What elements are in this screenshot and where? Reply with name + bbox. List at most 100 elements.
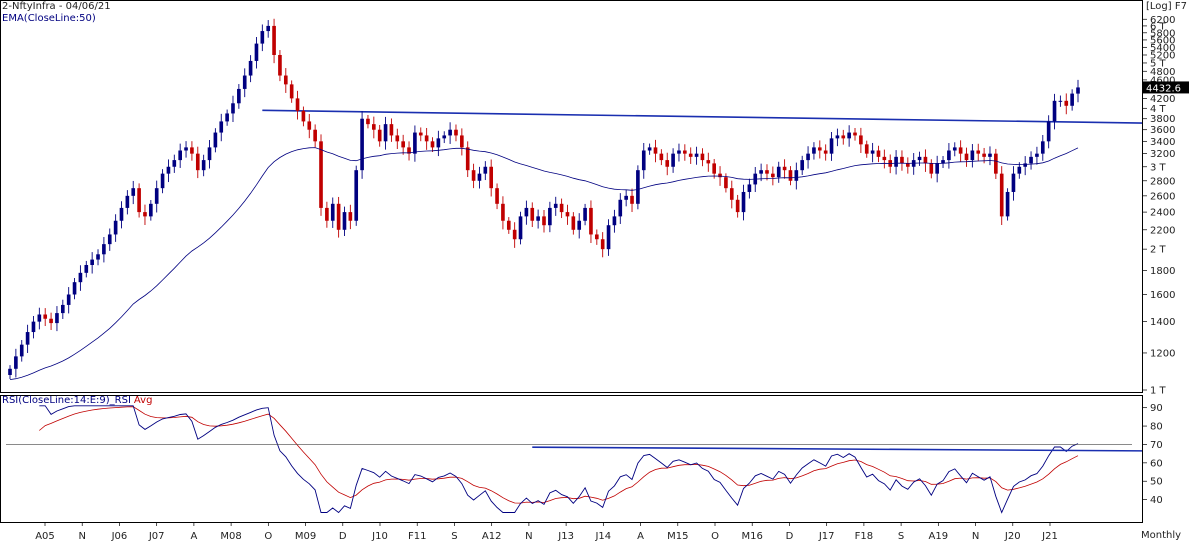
candle-body <box>630 195 634 204</box>
candle-body <box>530 207 535 221</box>
candle <box>553 196 558 216</box>
candle <box>495 183 499 210</box>
candle <box>8 365 12 380</box>
candle <box>741 184 746 221</box>
candle <box>800 155 805 175</box>
candle <box>594 229 599 245</box>
candle <box>882 149 887 169</box>
candle-body <box>788 170 793 181</box>
candle <box>184 141 188 158</box>
candle <box>994 148 998 180</box>
candle-body <box>518 216 523 240</box>
candle <box>1005 188 1010 221</box>
candle-body <box>96 254 100 260</box>
candle <box>788 166 793 186</box>
price-tick-label: 3400 <box>1150 137 1175 148</box>
candle <box>952 142 957 157</box>
candle <box>225 109 229 126</box>
candle-body <box>242 75 247 89</box>
candle-body <box>465 147 470 171</box>
candle <box>96 249 100 266</box>
candle-body <box>436 138 441 148</box>
candle-body <box>137 188 141 213</box>
candle-body <box>25 332 30 345</box>
candle-body <box>923 156 928 164</box>
candle-body <box>78 272 83 283</box>
candle <box>671 148 675 173</box>
candle <box>894 150 898 175</box>
candle <box>624 190 628 207</box>
candle <box>847 125 851 147</box>
candle-body <box>195 153 200 171</box>
candle <box>424 127 429 150</box>
candle <box>577 213 582 239</box>
price-tick-label: 5400 <box>1150 43 1175 54</box>
candle-body <box>812 147 816 154</box>
candle <box>372 116 376 139</box>
candle-body <box>747 184 752 192</box>
candle-body <box>37 314 42 322</box>
candle <box>929 159 934 179</box>
candle <box>137 183 141 218</box>
candle-body <box>1064 100 1069 106</box>
time-tick-label: D <box>339 531 347 542</box>
time-tick-label: M15 <box>667 531 688 542</box>
price-trendline <box>262 109 1143 124</box>
candle-body <box>565 212 570 217</box>
candle <box>78 265 83 291</box>
candle-body <box>125 195 130 208</box>
candle-body <box>454 129 458 136</box>
periodicity-label[interactable]: Monthly <box>1141 530 1181 541</box>
candle <box>683 144 687 161</box>
candle <box>776 161 781 183</box>
candle <box>706 152 711 172</box>
candle <box>1040 135 1045 161</box>
rsi-resistance-line <box>532 446 1143 452</box>
candle-body <box>377 129 382 142</box>
rsi-title-main: RSI(CloseLine:14:E:9) <box>2 395 110 406</box>
candle-body <box>947 150 951 161</box>
price-tick-label: 3 T <box>1150 162 1167 173</box>
candle-body <box>1070 93 1074 106</box>
time-tick-label: J06 <box>111 531 128 542</box>
candle <box>806 146 810 169</box>
candle <box>14 348 18 378</box>
candle <box>178 143 182 168</box>
time-tick-label: J20 <box>1004 531 1021 542</box>
candle <box>418 127 423 142</box>
candle-body <box>759 170 763 174</box>
price-tick-label: 5600 <box>1150 35 1175 46</box>
price-tick-label: 2200 <box>1150 225 1175 236</box>
price-tick-label: 4200 <box>1150 94 1175 105</box>
candle <box>125 190 130 215</box>
candle-body <box>1052 100 1057 122</box>
time-tick-label: O <box>711 531 719 542</box>
candle <box>160 169 165 194</box>
candle-body <box>383 124 388 142</box>
candle-body <box>970 150 975 161</box>
candle-body <box>43 314 48 319</box>
candle <box>501 196 505 230</box>
candle <box>1046 115 1051 149</box>
candle-body <box>254 43 259 61</box>
candle <box>131 180 136 205</box>
rsi-frame <box>0 395 1143 523</box>
candle <box>794 162 799 190</box>
candle <box>330 197 335 228</box>
candle-body <box>401 141 405 148</box>
candle-body <box>835 135 840 139</box>
candle <box>647 143 652 155</box>
candle-body <box>407 147 411 154</box>
time-tick-label: S <box>898 531 904 542</box>
candle <box>149 200 153 221</box>
candle-body <box>60 304 65 314</box>
time-tick-label: F18 <box>855 531 873 542</box>
candle <box>618 193 623 224</box>
rsi-axis: 40 50 60 70 80 90 <box>1142 403 1163 506</box>
candle <box>201 154 206 177</box>
scale-flag[interactable]: [Log] F7 <box>1146 1 1187 12</box>
time-tick-label: M16 <box>742 531 763 542</box>
candle <box>102 237 106 263</box>
candle-body <box>172 160 177 167</box>
